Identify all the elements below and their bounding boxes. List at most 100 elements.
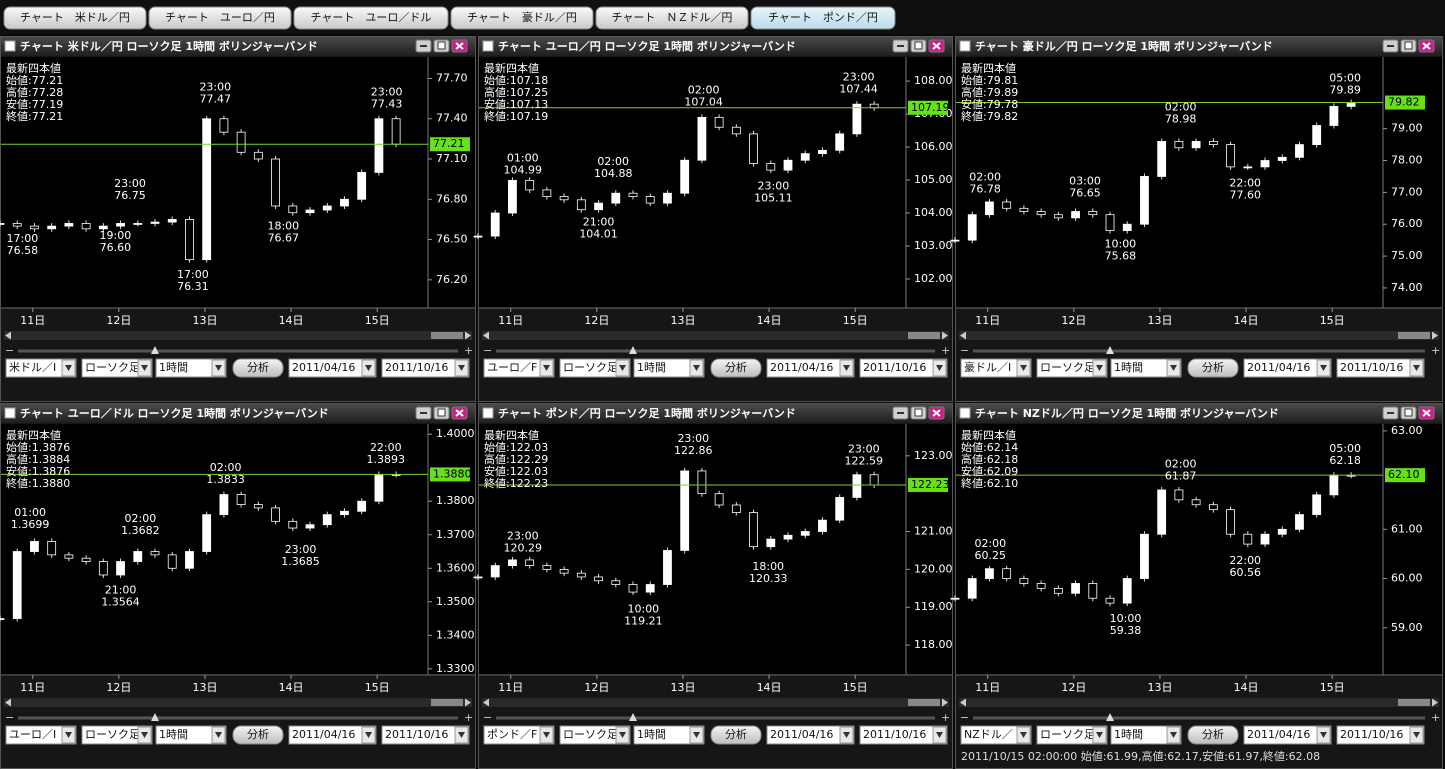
analyze-button[interactable]: 分析 [710, 725, 762, 745]
analyze-button[interactable]: 分析 [232, 725, 284, 745]
dropdown[interactable]: 1時間 [633, 725, 705, 745]
scroll-left[interactable] [483, 331, 489, 340]
zoom-plus[interactable]: + [1431, 711, 1440, 724]
dropdown[interactable]: ローソク足 [559, 358, 631, 378]
zoom-thumb[interactable] [1106, 713, 1114, 721]
scrollbar-thumb[interactable] [908, 332, 940, 339]
scrollbar-track[interactable] [959, 698, 1439, 707]
scroll-left[interactable] [5, 331, 11, 340]
scroll-right[interactable] [1432, 331, 1438, 340]
zoom-plus[interactable]: + [464, 344, 473, 357]
dropdown[interactable]: 1時間 [1110, 358, 1182, 378]
dropdown[interactable]: 2011/04/16 [288, 358, 377, 378]
zoom-thumb[interactable] [629, 346, 637, 354]
dropdown[interactable]: 2011/04/16 [766, 725, 855, 745]
scrollbar-track[interactable] [959, 331, 1439, 340]
candle [835, 133, 845, 151]
dropdown[interactable]: 2011/10/16 [381, 358, 470, 378]
dropdown[interactable]: ユーロ／I [5, 725, 77, 745]
dropdown[interactable]: ユーロ／F [483, 358, 555, 378]
scroll-left[interactable] [960, 698, 966, 707]
dropdown[interactable]: 1時間 [633, 358, 705, 378]
scroll-left[interactable] [483, 698, 489, 707]
scrollbar-thumb[interactable] [908, 699, 940, 706]
zoom-minus[interactable]: − [483, 711, 492, 724]
checkbox[interactable] [4, 40, 16, 52]
checkbox[interactable] [959, 40, 971, 52]
dropdown[interactable]: 2011/10/16 [1336, 725, 1425, 745]
scroll-right[interactable] [465, 331, 471, 340]
zoom-plus[interactable]: + [941, 711, 950, 724]
analyze-button[interactable]: 分析 [1187, 725, 1239, 745]
dropdown[interactable]: 2011/10/16 [859, 725, 948, 745]
zoom-plus[interactable]: + [464, 711, 473, 724]
dropdown[interactable]: 2011/10/16 [1336, 358, 1425, 378]
annotation-price: 104.88 [594, 167, 633, 180]
dropdown[interactable]: 2011/04/16 [1243, 358, 1332, 378]
dropdown[interactable]: ポンド／F [483, 725, 555, 745]
scrollbar-thumb[interactable] [431, 332, 463, 339]
candle [167, 554, 177, 569]
dropdown[interactable]: NZドル／ [960, 725, 1032, 745]
zoom-minus[interactable]: − [483, 344, 492, 357]
dropdown[interactable]: 2011/04/16 [1243, 725, 1332, 745]
analyze-button[interactable]: 分析 [1187, 358, 1239, 378]
scrollbar-thumb[interactable] [1398, 699, 1430, 706]
zoom-minus[interactable]: − [5, 344, 14, 357]
scroll-right[interactable] [942, 698, 948, 707]
dropdown[interactable]: ローソク足 [1036, 725, 1108, 745]
dropdown[interactable]: ローソク足 [81, 725, 153, 745]
scrollbar-track[interactable] [482, 331, 949, 340]
scrollbar-track[interactable] [4, 331, 472, 340]
zoom-minus[interactable]: − [960, 711, 969, 724]
scrollbar-track[interactable] [482, 698, 949, 707]
control-box [710, 358, 762, 378]
x-tick-label: 13日 [1147, 681, 1172, 694]
candle [47, 225, 57, 230]
scroll-right[interactable] [1432, 698, 1438, 707]
dropdown[interactable]: 2011/04/16 [288, 725, 377, 745]
zoom-minus[interactable]: − [960, 344, 969, 357]
scrollbar-track[interactable] [4, 698, 472, 707]
dropdown[interactable]: 米ドル／I [5, 358, 77, 378]
dropdown[interactable]: ローソク足 [559, 725, 631, 745]
dropdown[interactable]: 1時間 [155, 725, 227, 745]
zoom-plus[interactable]: + [1431, 344, 1440, 357]
zoom-plus[interactable]: + [941, 344, 950, 357]
scroll-right[interactable] [465, 698, 471, 707]
ohlc-info: 最新四本値 [484, 61, 539, 75]
dropdown[interactable]: 1時間 [155, 358, 227, 378]
zoom-thumb[interactable] [1106, 346, 1114, 354]
dropdown[interactable]: ローソク足 [1036, 358, 1108, 378]
tab[interactable]: チャート ＮＺドル／円 [595, 6, 749, 30]
checkbox[interactable] [482, 407, 494, 419]
dropdown[interactable]: 2011/10/16 [859, 358, 948, 378]
scroll-left[interactable] [5, 698, 11, 707]
zoom-thumb[interactable] [151, 713, 159, 721]
checkbox[interactable] [482, 40, 494, 52]
dropdown[interactable]: 2011/04/16 [766, 358, 855, 378]
scrollbar-thumb[interactable] [1398, 332, 1430, 339]
zoom-minus[interactable]: − [5, 711, 14, 724]
analyze-button[interactable]: 分析 [232, 358, 284, 378]
scroll-right[interactable] [942, 331, 948, 340]
zoom-thumb[interactable] [629, 713, 637, 721]
zoom-thumb[interactable] [151, 346, 159, 354]
dropdown[interactable]: 豪ドル／I [960, 358, 1032, 378]
tab[interactable]: チャート ユーロ／ドル [293, 6, 449, 30]
dropdown[interactable]: 2011/10/16 [381, 725, 470, 745]
checkbox[interactable] [4, 407, 16, 419]
tab[interactable]: チャート ユーロ／円 [148, 6, 292, 30]
tab[interactable]: チャート ポンド／円 [750, 6, 896, 30]
dropdown[interactable]: ローソク足 [81, 358, 153, 378]
analyze-button[interactable]: 分析 [710, 358, 762, 378]
tab[interactable]: チャート 米ドル／円 [3, 6, 147, 30]
checkbox[interactable] [959, 407, 971, 419]
scrollbar-thumb[interactable] [431, 699, 463, 706]
y-tick-label: 76.80 [436, 192, 468, 205]
annotation-time: 17:00 [7, 232, 39, 245]
tab[interactable]: チャート 豪ドル／円 [450, 6, 594, 30]
candle [542, 189, 552, 197]
dropdown[interactable]: 1時間 [1110, 725, 1182, 745]
scroll-left[interactable] [960, 331, 966, 340]
